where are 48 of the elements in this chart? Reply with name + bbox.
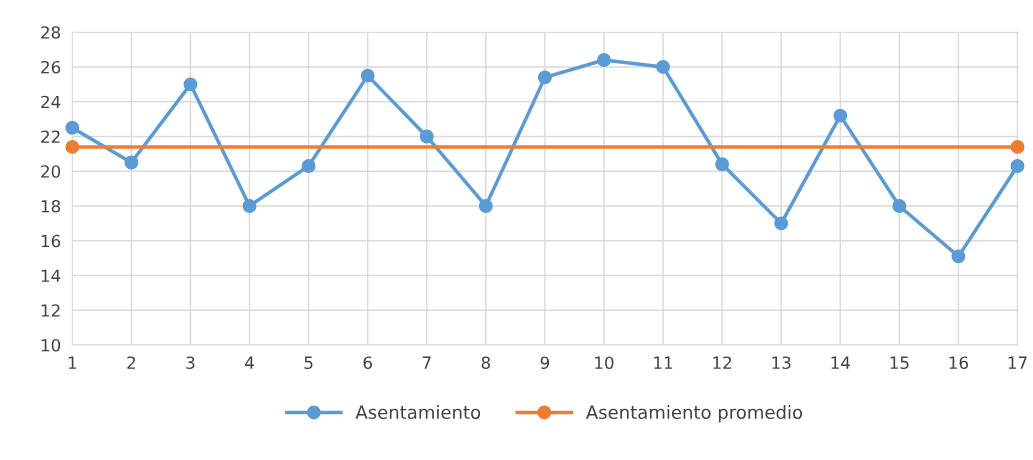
- point: [183, 77, 198, 92]
- y-tick-label: 18: [41, 199, 61, 213]
- legend-label: Asentamiento promedio: [585, 405, 803, 423]
- y-tick-label: 24: [41, 95, 61, 109]
- y-tick-label: 22: [41, 130, 60, 143]
- legend-label: Asentamiento: [355, 405, 481, 420]
- point: [656, 60, 671, 74]
- x-tick-label: 3: [186, 356, 195, 370]
- x-tick-label: 15: [890, 356, 909, 370]
- x-tick-label: 2: [127, 356, 136, 369]
- point: [478, 199, 493, 213]
- x-tick-label: 8: [481, 356, 490, 370]
- point: [715, 157, 730, 172]
- x-tick-label: 14: [831, 356, 850, 369]
- point: [242, 199, 257, 213]
- x-tick-label: 10: [595, 356, 614, 370]
- x-tick-label: 11: [654, 356, 673, 369]
- x-tick-label: 13: [772, 356, 791, 370]
- y-tick-label: 10: [41, 338, 61, 352]
- y-tick-label: 14: [41, 269, 61, 282]
- y-tick-label: 16: [41, 234, 61, 248]
- x-tick-label: 16: [949, 356, 968, 370]
- x-tick-label: 1: [68, 356, 77, 369]
- point: [1010, 139, 1025, 154]
- point: [537, 70, 552, 85]
- y-tick-label: 20: [41, 165, 61, 178]
- point: [951, 249, 966, 264]
- x-tick-label: 6: [363, 356, 372, 370]
- y-tick-label: 26: [41, 60, 61, 74]
- x-tick-label: 5: [304, 356, 313, 370]
- point: [301, 159, 316, 173]
- x-tick-label: 9: [540, 356, 550, 370]
- y-tick-label: 12: [41, 304, 60, 317]
- point: [1010, 159, 1025, 173]
- x-tick-label: 12: [713, 356, 732, 369]
- x-tick-label: 17: [1008, 356, 1027, 369]
- point: [124, 155, 139, 170]
- point: [419, 129, 434, 144]
- point: [65, 120, 80, 135]
- point: [892, 199, 907, 213]
- point: [65, 139, 80, 154]
- point: [774, 216, 789, 231]
- point: [597, 53, 611, 67]
- x-tick-label: 4: [245, 356, 254, 369]
- point: [360, 68, 375, 83]
- y-tick-label: 28: [41, 26, 61, 39]
- point: [833, 108, 848, 123]
- x-tick-label: 7: [422, 356, 431, 369]
